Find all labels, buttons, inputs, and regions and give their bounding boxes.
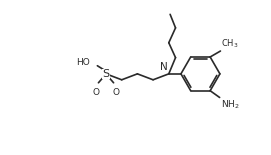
Text: HO: HO <box>76 58 90 67</box>
Text: N: N <box>160 62 168 72</box>
Text: S: S <box>102 69 109 79</box>
Text: CH$_3$: CH$_3$ <box>221 38 239 50</box>
Text: NH$_2$: NH$_2$ <box>221 99 240 111</box>
Text: O: O <box>113 88 120 97</box>
Text: O: O <box>92 88 99 97</box>
